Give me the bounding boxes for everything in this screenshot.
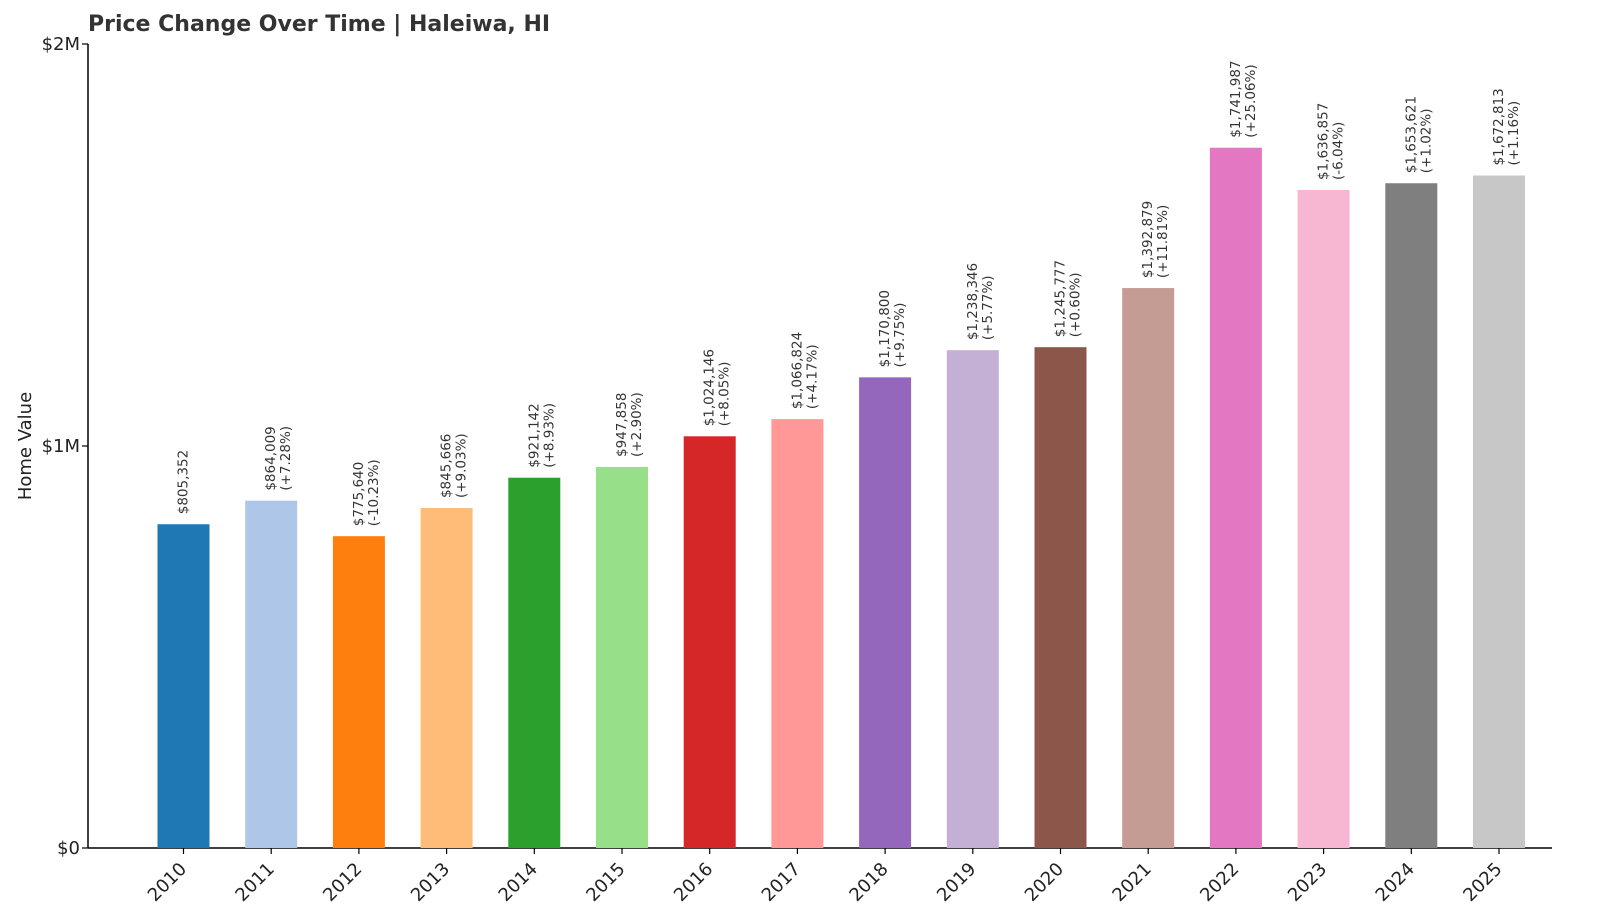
value-label: $921,142 [526, 403, 542, 467]
bar [332, 536, 385, 848]
bar [596, 466, 648, 848]
change-label: (+4.17%) [804, 344, 820, 409]
value-label: $1,245,777 [1053, 260, 1069, 337]
y-tick-labels: $0 $1M $2M [42, 34, 88, 859]
y-tick-label: $1M [42, 436, 80, 457]
value-label: $1,066,824 [789, 332, 805, 409]
bar [420, 508, 473, 848]
x-tick-label: 2024 [1372, 859, 1419, 906]
x-tick-label: 2016 [670, 859, 717, 906]
change-label: (+5.77%) [980, 275, 996, 340]
x-tick-label: 2022 [1196, 859, 1243, 906]
x-tick-label: 2025 [1459, 859, 1506, 906]
x-tick-label: 2014 [495, 859, 542, 906]
x-tick-labels: 2010 2011 2012 2013 2014 2015 2016 2017 2018 2019… [144, 848, 1507, 906]
change-label: (-6.04%) [1331, 122, 1347, 180]
x-tick-label: 2011 [231, 859, 278, 906]
bar [245, 500, 298, 848]
bar [1034, 347, 1087, 848]
y-axis-label: Home Value [15, 392, 36, 500]
bars [157, 147, 1525, 849]
value-label: $1,170,800 [877, 290, 893, 367]
value-labels: $805,352 $864,009 (+7.28%) $775,640 (-10.23%… [176, 60, 1523, 526]
bar [508, 477, 561, 848]
value-label: $1,392,879 [1140, 201, 1156, 278]
x-tick-label: 2019 [933, 859, 980, 906]
bar [1209, 147, 1262, 849]
change-label: (-10.23%) [366, 459, 382, 526]
change-label: (+11.81%) [1155, 205, 1171, 278]
value-label: $947,858 [614, 393, 630, 457]
bar [1297, 189, 1350, 848]
value-label: $1,238,346 [965, 263, 981, 340]
value-label: $1,653,621 [1403, 96, 1419, 173]
change-label: (+8.05%) [717, 362, 733, 427]
change-label: (+25.06%) [1243, 64, 1259, 137]
bar [946, 350, 999, 848]
value-label: $775,640 [351, 462, 367, 526]
bar [1122, 288, 1175, 849]
change-label: (+8.93%) [541, 403, 557, 468]
x-tick-label: 2017 [758, 859, 805, 906]
value-label: $1,672,813 [1491, 88, 1507, 165]
value-label: $1,024,146 [702, 349, 718, 426]
x-tick-label: 2010 [144, 859, 191, 906]
x-tick-label: 2021 [1108, 859, 1155, 906]
value-label: $805,352 [176, 450, 192, 514]
value-label: $1,741,987 [1228, 60, 1244, 137]
bar [683, 436, 736, 848]
x-tick-label: 2015 [582, 859, 629, 906]
x-tick-label: 2020 [1021, 859, 1068, 906]
x-tick-label: 2012 [319, 859, 366, 906]
change-label: (+0.60%) [1068, 272, 1084, 337]
bar [771, 419, 824, 848]
change-label: (+2.90%) [629, 392, 645, 457]
bar [1385, 183, 1438, 848]
bar [1473, 175, 1525, 848]
value-label: $864,009 [263, 426, 279, 490]
bar [859, 377, 912, 848]
chart-title: Price Change Over Time | Haleiwa, HI [88, 12, 551, 37]
change-label: (+9.75%) [892, 303, 908, 368]
x-tick-label: 2023 [1284, 859, 1331, 906]
change-label: (+1.16%) [1506, 101, 1522, 166]
value-label: $1,636,857 [1316, 103, 1332, 180]
value-label: $845,666 [439, 434, 455, 498]
x-tick-label: 2013 [407, 859, 454, 906]
y-tick-label: $0 [57, 838, 80, 859]
change-label: (+9.03%) [454, 433, 470, 498]
change-label: (+7.28%) [278, 426, 294, 491]
change-label: (+1.02%) [1418, 109, 1434, 174]
y-tick-label: $2M [42, 34, 80, 55]
x-tick-label: 2018 [845, 859, 892, 906]
bar [157, 524, 210, 848]
